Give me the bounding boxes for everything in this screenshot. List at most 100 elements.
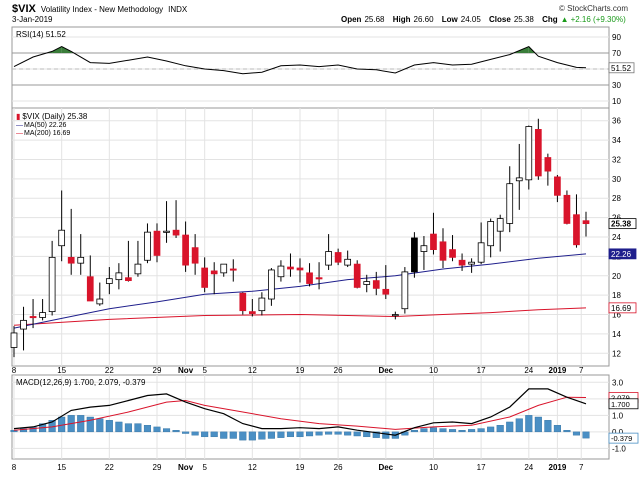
candle-down	[239, 292, 247, 312]
candle-up	[58, 229, 66, 247]
candle-up	[515, 177, 523, 182]
macd-hist-bar	[572, 431, 581, 436]
rsi-tick-label: 10	[612, 97, 621, 106]
x-tick-label: 2019	[549, 463, 567, 472]
candle-up	[496, 218, 504, 232]
candle-down	[182, 234, 189, 266]
x-tick-label: 7	[579, 366, 584, 375]
rsi-value-marker	[608, 62, 635, 74]
candle-down	[296, 267, 304, 271]
x-tick-label: 15	[57, 463, 66, 472]
x-tick-label: 24	[524, 463, 533, 472]
chg-label: Chg	[542, 15, 558, 24]
macd-hist-bar	[496, 425, 504, 433]
x-tick-label: 2019	[549, 366, 567, 375]
macd-hist-bar	[19, 428, 28, 433]
close-value: 25.38	[514, 15, 535, 24]
macd-hist-bar	[229, 431, 237, 439]
x-tick-label: 7	[579, 463, 584, 472]
macd-hist-bar	[77, 415, 85, 433]
macd-axis-marker-label: 2.079	[611, 394, 630, 403]
candle-down	[191, 247, 199, 264]
price-legend-main: ▮ $VIX (Daily) 25.38	[16, 112, 88, 121]
x-tick-label: 19	[296, 463, 305, 472]
candle-down	[125, 277, 132, 282]
macd-hist-bar	[544, 420, 552, 433]
candle-up	[163, 230, 170, 233]
x-tick-label: 8	[12, 463, 17, 472]
price-axis-marker-label: 25.38	[611, 220, 632, 229]
macd-hist-bar	[248, 431, 256, 441]
chart-date: 3-Jan-2019	[12, 15, 53, 24]
candle-down	[554, 176, 561, 196]
candle-up	[77, 256, 85, 264]
x-tick-label: Nov	[178, 463, 194, 472]
candle-down	[372, 280, 380, 289]
ma50-legend: —MA(50) 22.26	[16, 122, 67, 129]
x-tick-label: 26	[334, 366, 343, 375]
candle-up	[10, 332, 18, 348]
price-panel: 36343230282624222018161412 25.3822.2616.…	[10, 107, 637, 367]
candle-down	[382, 288, 390, 295]
macd-hist-bar	[506, 421, 514, 433]
macd-hist-bar	[153, 426, 161, 433]
macd-hist-bar	[10, 430, 18, 433]
macd-hist-bar	[267, 431, 275, 439]
ma50-legend-text: MA(50) 22.26	[24, 122, 67, 129]
macd-hist-bar	[210, 431, 218, 438]
macd-tick-label: -1.0	[612, 444, 626, 453]
candle-down	[458, 259, 466, 266]
price-axis-marker-label: 16.69	[611, 304, 632, 313]
candle-up	[144, 231, 151, 261]
ma200-line	[13, 307, 587, 326]
price-legend-text: $VIX (Daily) 25.38	[22, 112, 87, 121]
macd-hist-bar	[363, 431, 371, 438]
macd-hist-bar	[410, 430, 418, 433]
candle-up	[468, 261, 475, 265]
ma200-legend: —MA(200) 16.69	[16, 130, 70, 137]
candle-up	[39, 312, 46, 318]
macd-hist-bar	[191, 431, 199, 436]
candle-down	[29, 316, 37, 319]
macd-hist-bar	[468, 429, 476, 433]
x-tick-label: 5	[202, 463, 207, 472]
high-label: High	[393, 15, 411, 24]
candle-down	[248, 311, 256, 314]
price-tick-label: 32	[612, 155, 621, 164]
macd-hist-bar	[344, 431, 352, 436]
macd-hist-bar	[258, 431, 266, 440]
macd-hist-bar	[534, 416, 542, 433]
macd-hist-bar	[525, 415, 533, 433]
macd-hist-bar	[448, 429, 457, 433]
candle-down	[430, 233, 437, 250]
macd-axis-marker	[608, 432, 639, 444]
macd-hist-bar	[420, 428, 428, 433]
rsi-tick-label: 30	[612, 81, 621, 90]
candle-down	[544, 157, 552, 172]
macd-hist-bar	[563, 430, 571, 433]
macd-hist-bar	[201, 431, 209, 438]
macd-axis-marker-label: 1.700	[611, 400, 630, 409]
price-tick-label: 14	[612, 330, 621, 339]
x-tick-label: Dec	[378, 366, 393, 375]
x-tick-label: 12	[248, 366, 257, 375]
candle-down	[582, 220, 590, 225]
macd-signal-line	[13, 396, 587, 431]
candle-down	[353, 263, 361, 288]
macd-hist-bar	[124, 423, 132, 433]
macd-hist-bar	[372, 431, 380, 438]
candle-up	[268, 269, 275, 300]
macd-hist-bar	[182, 431, 190, 434]
candle-up	[258, 297, 266, 312]
candle-up	[134, 263, 142, 275]
candle-up	[96, 298, 104, 305]
macd-hist-bar	[105, 420, 113, 433]
macd-hist-bar	[305, 431, 314, 437]
price-tick-label: 26	[612, 214, 621, 223]
x-axis-price: 8 15 22 29 Nov 5 12 19 26 Dec 10 17 24 2019 7	[12, 366, 584, 375]
macd-hist-bar	[162, 428, 171, 433]
price-tick-label: 34	[612, 136, 621, 145]
macd-tick-label: 3.0	[612, 378, 624, 387]
candle-up	[391, 314, 399, 317]
